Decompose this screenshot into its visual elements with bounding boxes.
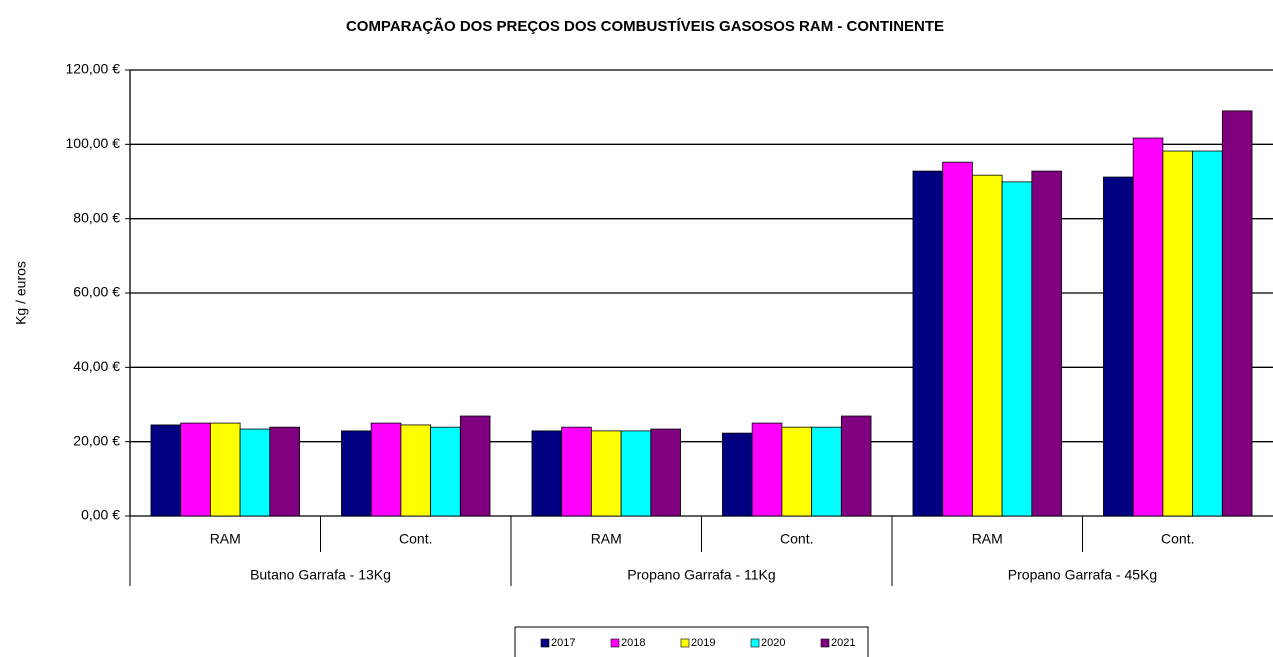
y-tick-label: 100,00 € xyxy=(66,135,121,151)
legend-label: 2017 xyxy=(551,637,575,649)
legend-label: 2018 xyxy=(621,637,645,649)
legend-label: 2020 xyxy=(761,637,785,649)
bar xyxy=(722,432,753,517)
x-tick-label: Cont. xyxy=(780,531,813,547)
y-tick-label: 40,00 € xyxy=(73,358,120,374)
bar xyxy=(1162,150,1194,517)
y-axis-label: Kg / euros xyxy=(13,261,29,325)
y-tick-label: 20,00 € xyxy=(73,432,120,448)
legend-label: 2021 xyxy=(831,637,855,649)
bar xyxy=(239,428,271,517)
bar xyxy=(971,174,1003,517)
bar xyxy=(751,422,783,517)
bar xyxy=(590,430,622,517)
x-tick-label: Cont. xyxy=(399,531,432,547)
bar xyxy=(912,170,944,517)
bar xyxy=(180,422,211,517)
bar xyxy=(561,426,592,517)
bar xyxy=(1221,110,1253,517)
bar xyxy=(150,424,182,517)
bar xyxy=(531,430,563,517)
chart-title: COMPARAÇÃO DOS PREÇOS DOS COMBUSTÍVEIS G… xyxy=(346,17,944,35)
group-label: Butano Garrafa - 13Kg xyxy=(250,567,391,583)
bar xyxy=(1132,137,1164,517)
bar xyxy=(811,426,842,517)
y-tick-label: 60,00 € xyxy=(73,284,120,300)
group-label: Propano Garrafa - 45Kg xyxy=(1008,567,1157,583)
legend-label: 2019 xyxy=(691,637,715,649)
y-tick-label: 0,00 € xyxy=(81,507,120,523)
legend-swatch xyxy=(610,638,620,648)
bar xyxy=(1103,176,1134,517)
bar xyxy=(1001,181,1033,517)
bar xyxy=(341,430,372,517)
legend-swatch xyxy=(540,638,550,648)
bar xyxy=(370,422,402,517)
x-tick-label: Cont. xyxy=(1161,531,1194,547)
bar xyxy=(269,426,300,517)
legend-swatch xyxy=(820,638,830,648)
bar xyxy=(942,161,973,517)
y-tick-label: 120,00 € xyxy=(66,61,121,77)
bar xyxy=(620,430,652,517)
legend-swatch xyxy=(750,638,760,648)
bar xyxy=(650,428,681,517)
bar xyxy=(459,415,491,517)
x-tick-label: RAM xyxy=(210,531,241,547)
bar xyxy=(400,424,432,517)
group-label: Propano Garrafa - 11Kg xyxy=(627,567,775,583)
bar xyxy=(840,415,872,517)
x-tick-label: RAM xyxy=(591,531,622,547)
y-tick-label: 80,00 € xyxy=(73,209,120,225)
legend-box xyxy=(514,626,869,657)
bar xyxy=(1031,170,1062,517)
x-tick-label: RAM xyxy=(972,531,1003,547)
bar xyxy=(209,422,241,517)
bar xyxy=(781,426,813,517)
legend-swatch xyxy=(680,638,690,648)
bar xyxy=(1192,150,1223,517)
bar xyxy=(430,426,461,517)
